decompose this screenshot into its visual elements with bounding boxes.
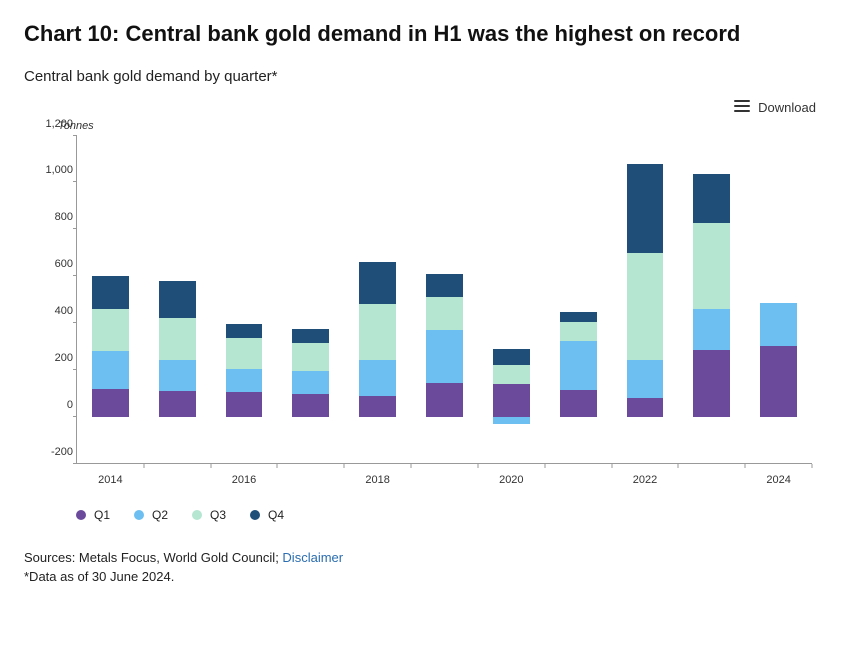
bar-seg-q3	[493, 365, 530, 384]
y-tick-label: -200	[33, 446, 73, 458]
bar-2023	[693, 136, 730, 464]
bar-2021	[560, 136, 597, 464]
download-button[interactable]: Download	[24, 99, 824, 116]
legend-label: Q3	[210, 508, 226, 522]
y-tick-label: 0	[33, 399, 73, 411]
legend-swatch	[192, 510, 202, 520]
bar-seg-q3	[92, 309, 129, 351]
bar-2017	[292, 136, 329, 464]
bar-seg-q3	[426, 297, 463, 330]
x-tick-label: 2018	[365, 474, 389, 486]
bar-seg-q1	[292, 394, 329, 416]
sources-line: Sources: Metals Focus, World Gold Counci…	[24, 548, 824, 587]
bar-2022	[627, 136, 664, 464]
bar-seg-q3	[627, 253, 664, 361]
legend-swatch	[134, 510, 144, 520]
x-tick-label: 2022	[633, 474, 657, 486]
sources-text: Sources: Metals Focus, World Gold Counci…	[24, 550, 282, 565]
bar-seg-q1	[92, 389, 129, 417]
bar-seg-q2	[359, 360, 396, 395]
bar-seg-q2	[760, 303, 797, 346]
legend-label: Q1	[94, 508, 110, 522]
plot-region: -20002004006008001,0001,2002014201620182…	[76, 136, 812, 464]
bar-seg-q1	[426, 383, 463, 417]
disclaimer-link[interactable]: Disclaimer	[282, 550, 343, 565]
download-label: Download	[758, 100, 816, 115]
bar-seg-q2	[693, 309, 730, 350]
bar-seg-q4	[627, 164, 664, 253]
y-tick-label: 400	[33, 305, 73, 317]
chart-area: Tonnes -20002004006008001,0001,200201420…	[24, 120, 824, 500]
bar-2024	[760, 136, 797, 464]
legend-label: Q4	[268, 508, 284, 522]
legend-item-q1: Q1	[76, 508, 110, 522]
legend-swatch	[76, 510, 86, 520]
legend: Q1 Q2 Q3 Q4	[24, 508, 824, 522]
bar-seg-q2	[92, 351, 129, 388]
bar-2014	[92, 136, 129, 464]
y-tick-label: 600	[33, 258, 73, 270]
bar-seg-q1	[560, 390, 597, 417]
bar-seg-q1	[760, 346, 797, 416]
bar-seg-q1	[493, 384, 530, 417]
bar-seg-q2	[426, 330, 463, 383]
bar-seg-q4	[159, 281, 196, 318]
bar-seg-q1	[359, 396, 396, 417]
bar-seg-q4	[226, 324, 263, 338]
bar-seg-q2	[159, 360, 196, 390]
x-tick-label: 2016	[232, 474, 256, 486]
bar-seg-q1	[693, 350, 730, 417]
y-tick-label: 200	[33, 352, 73, 364]
bar-seg-q4	[693, 174, 730, 223]
bar-seg-q1	[627, 398, 664, 417]
bar-2015	[159, 136, 196, 464]
x-tick-label: 2020	[499, 474, 523, 486]
bar-2020	[493, 136, 530, 464]
footnote: *Data as of 30 June 2024.	[24, 567, 824, 587]
bar-2019	[426, 136, 463, 464]
bar-seg-q1	[226, 392, 263, 417]
bar-seg-q2	[627, 360, 664, 397]
legend-label: Q2	[152, 508, 168, 522]
hamburger-icon	[734, 99, 750, 116]
bar-seg-q4	[560, 312, 597, 321]
chart-subtitle: Central bank gold demand by quarter*	[24, 68, 824, 85]
legend-swatch	[250, 510, 260, 520]
bar-2016	[226, 136, 263, 464]
y-tick-label: 800	[33, 211, 73, 223]
bar-2018	[359, 136, 396, 464]
bar-seg-q3	[159, 318, 196, 360]
bar-seg-q4	[292, 329, 329, 343]
bar-seg-q3	[560, 322, 597, 341]
bar-seg-q3	[693, 223, 730, 309]
legend-item-q2: Q2	[134, 508, 168, 522]
legend-item-q4: Q4	[250, 508, 284, 522]
bar-seg-q4	[92, 276, 129, 309]
y-tick-label: 1,000	[33, 164, 73, 176]
bar-seg-q4	[493, 349, 530, 365]
bar-seg-q2	[226, 369, 263, 392]
bar-seg-q3	[292, 343, 329, 371]
legend-item-q3: Q3	[192, 508, 226, 522]
bar-seg-q4	[359, 262, 396, 304]
bar-seg-q1	[159, 391, 196, 417]
bar-seg-q3	[359, 304, 396, 360]
x-tick-label: 2014	[98, 474, 122, 486]
chart-title: Chart 10: Central bank gold demand in H1…	[24, 20, 824, 48]
bar-seg-q2	[292, 371, 329, 394]
y-tick-label: 1,200	[33, 118, 73, 130]
bar-seg-q2	[493, 417, 530, 424]
bar-seg-q2	[560, 341, 597, 390]
bar-seg-q4	[426, 274, 463, 297]
bar-seg-q3	[226, 338, 263, 368]
x-tick-label: 2024	[766, 474, 790, 486]
